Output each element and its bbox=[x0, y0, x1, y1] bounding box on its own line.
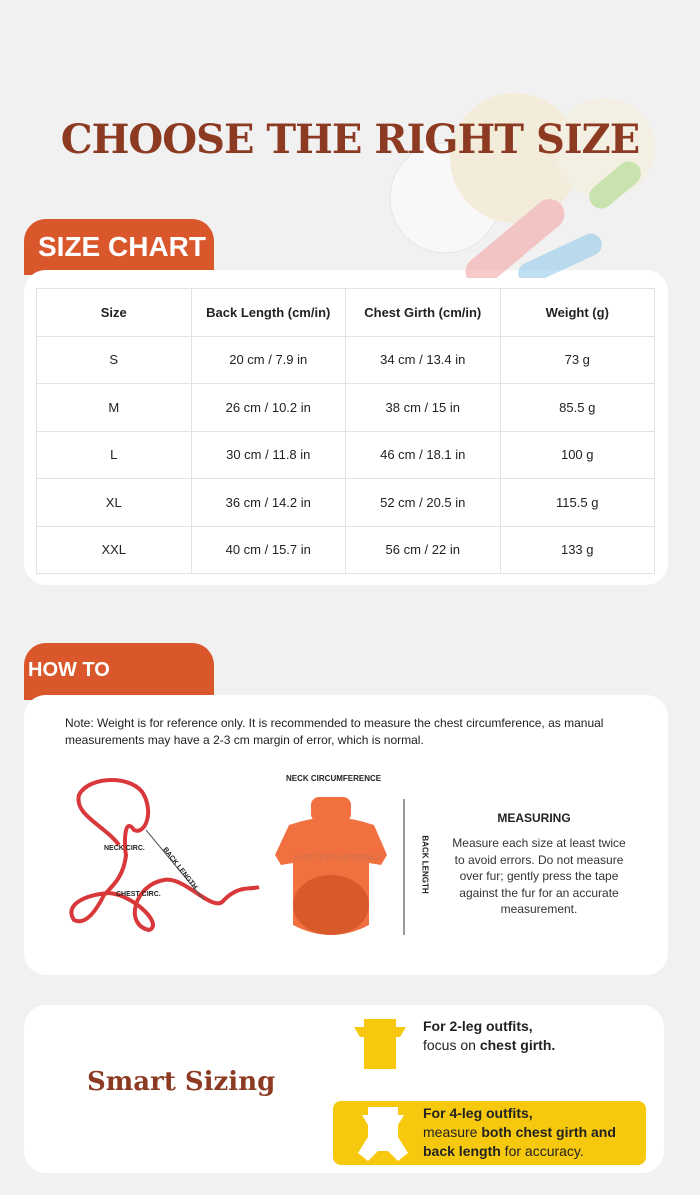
table-cell: M bbox=[36, 383, 192, 432]
table-row: L 30 cm / 11.8 in 46 cm / 18.1 in 100 g bbox=[36, 430, 655, 479]
header-back-length: Back Length (cm/in) bbox=[190, 288, 346, 337]
table-cell: XL bbox=[36, 478, 192, 527]
size-chart-card: Size Back Length (cm/in) Chest Girth (cm… bbox=[24, 270, 668, 585]
table-cell: 26 cm / 10.2 in bbox=[190, 383, 346, 432]
measuring-text: Measure each size at least twice to avoi… bbox=[452, 836, 626, 916]
header-size: Size bbox=[36, 288, 192, 337]
four-leg-outfit-icon bbox=[358, 1107, 408, 1161]
measure-note: Note: Weight is for reference only. It i… bbox=[65, 716, 604, 747]
page-title: CHOOSE THE RIGHT SIZE bbox=[60, 116, 640, 163]
how-to-measure-tab: HOW TO MEASURE bbox=[24, 643, 214, 735]
table-cell: 46 cm / 18.1 in bbox=[345, 430, 501, 479]
table-row: M 26 cm / 10.2 in 38 cm / 15 in 85.5 g bbox=[36, 383, 655, 432]
two-leg-shirt-icon bbox=[354, 1019, 406, 1069]
four-leg-tip: For 4-leg outfits, measure both chest gi… bbox=[423, 1105, 616, 1159]
measuring-title: MEASURING bbox=[497, 811, 571, 825]
table-cell: XXL bbox=[36, 525, 192, 574]
dog-outline-icon bbox=[69, 778, 260, 933]
garment-diagram-icon bbox=[275, 797, 405, 935]
table-cell: S bbox=[36, 335, 192, 384]
table-cell: 40 cm / 15.7 in bbox=[190, 525, 346, 574]
smart-sizing-card: Smart Sizing For 2-leg outfits, focus on… bbox=[24, 1005, 664, 1173]
table-cell: 73 g bbox=[499, 335, 655, 384]
garment-chest-label: CHEST CIRCUMFERENCE bbox=[294, 855, 381, 862]
table-cell: 56 cm / 22 in bbox=[345, 525, 501, 574]
table-row: XXL 40 cm / 15.7 in 56 cm / 22 in 133 g bbox=[36, 525, 655, 574]
size-table: Size Back Length (cm/in) Chest Girth (cm… bbox=[36, 288, 655, 574]
how-to-measure-card: Note: Weight is for reference only. It i… bbox=[24, 695, 668, 975]
header-weight: Weight (g) bbox=[499, 288, 655, 337]
dog-neck-label: NECK CIRC. bbox=[104, 845, 145, 852]
garment-neck-label: NECK CIRCUMFERENCE bbox=[286, 774, 382, 783]
dress-my-paws-logo bbox=[389, 93, 655, 278]
table-cell: 36 cm / 14.2 in bbox=[190, 478, 346, 527]
size-chart-tab: SIZE CHART bbox=[24, 219, 214, 275]
garment-back-label: BACK LENGTH bbox=[420, 835, 430, 894]
table-cell: 20 cm / 7.9 in bbox=[190, 335, 346, 384]
table-cell: 30 cm / 11.8 in bbox=[190, 430, 346, 479]
table-cell: 100 g bbox=[499, 430, 655, 479]
table-cell: 85.5 g bbox=[499, 383, 655, 432]
two-leg-tip: For 2-leg outfits, focus on chest girth. bbox=[423, 1018, 556, 1053]
four-leg-highlight: For 4-leg outfits, measure both chest gi… bbox=[333, 1101, 646, 1165]
table-cell: 38 cm / 15 in bbox=[345, 383, 501, 432]
table-cell: L bbox=[36, 430, 192, 479]
smart-sizing-title: Smart Sizing bbox=[87, 1067, 276, 1097]
table-cell: 133 g bbox=[499, 525, 655, 574]
table-cell: 52 cm / 20.5 in bbox=[345, 478, 501, 527]
dog-chest-label: CHEST CIRC. bbox=[116, 891, 161, 898]
header-chest-girth: Chest Girth (cm/in) bbox=[345, 288, 501, 337]
table-row: XL 36 cm / 14.2 in 52 cm / 20.5 in 115.5 g bbox=[36, 478, 655, 527]
table-cell: 115.5 g bbox=[499, 478, 655, 527]
table-row: S 20 cm / 7.9 in 34 cm / 13.4 in 73 g bbox=[36, 335, 655, 384]
table-cell: 34 cm / 13.4 in bbox=[345, 335, 501, 384]
